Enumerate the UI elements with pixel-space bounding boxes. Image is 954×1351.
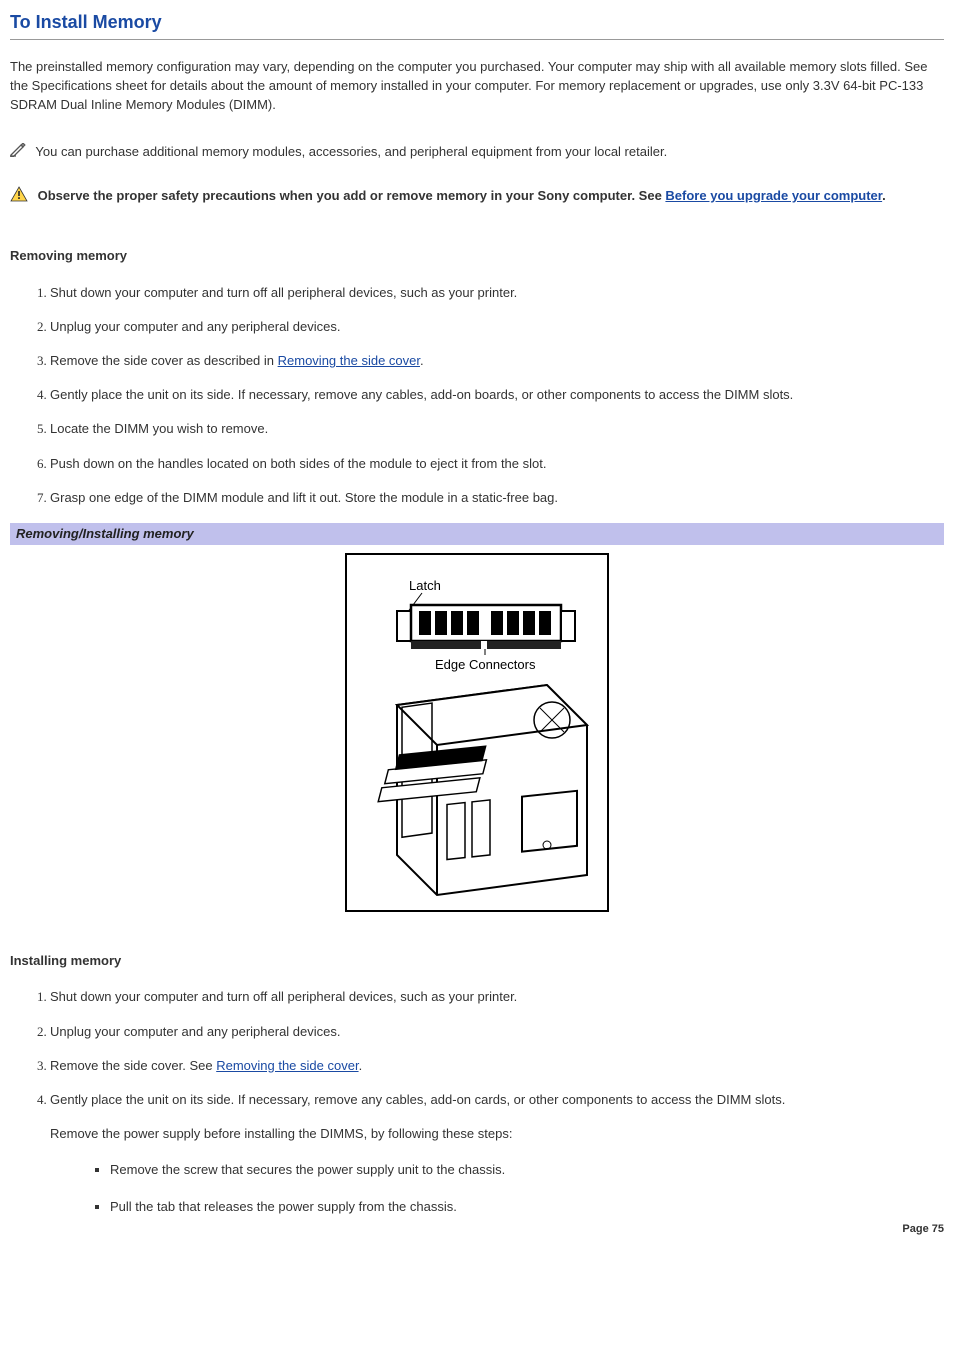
list-item: Unplug your computer and any peripheral … [50, 1023, 944, 1041]
list-item: Gently place the unit on its side. If ne… [50, 386, 944, 404]
removing-steps-list: Shut down your computer and turn off all… [10, 284, 944, 507]
installing-steps-list: Shut down your computer and turn off all… [10, 988, 944, 1215]
figure-caption-bar: Removing/Installing memory [10, 523, 944, 545]
list-item: Shut down your computer and turn off all… [50, 284, 944, 302]
list-item: Remove the screw that secures the power … [110, 1161, 944, 1179]
figure-container: Latch Edge Connectors [10, 553, 944, 912]
memory-diagram-image: Latch Edge Connectors [345, 553, 609, 912]
side-cover-link[interactable]: Removing the side cover [278, 353, 420, 368]
list-item: Gently place the unit on its side. If ne… [50, 1091, 944, 1216]
list-item: Unplug your computer and any peripheral … [50, 318, 944, 336]
warning-block: Observe the proper safety precautions wh… [10, 186, 944, 208]
latch-label: Latch [409, 578, 441, 593]
list-item: Remove the side cover as described in Re… [50, 352, 944, 370]
list-item: Shut down your computer and turn off all… [50, 988, 944, 1006]
page-number: Page 75 [10, 1222, 944, 1237]
list-item: Push down on the handles located on both… [50, 455, 944, 473]
warning-text-prefix: Observe the proper safety precautions wh… [38, 188, 666, 203]
list-item: Locate the DIMM you wish to remove. [50, 420, 944, 438]
edge-connectors-label: Edge Connectors [435, 657, 536, 672]
removing-heading: Removing memory [10, 247, 944, 265]
side-cover-link-2[interactable]: Removing the side cover [216, 1058, 358, 1073]
warning-link[interactable]: Before you upgrade your computer [665, 188, 882, 203]
list-item: Remove the side cover. See Removing the … [50, 1057, 944, 1075]
sub-bullet-list: Remove the screw that secures the power … [50, 1161, 944, 1215]
intro-paragraph: The preinstalled memory configuration ma… [10, 58, 944, 115]
note-block: You can purchase additional memory modul… [10, 143, 944, 162]
note-text: You can purchase additional memory modul… [35, 144, 667, 159]
list-item: Grasp one edge of the DIMM module and li… [50, 489, 944, 507]
list-item: Pull the tab that releases the power sup… [110, 1198, 944, 1216]
sub-paragraph: Remove the power supply before installin… [50, 1125, 944, 1143]
pencil-note-icon [10, 143, 28, 162]
page-title: To Install Memory [10, 10, 944, 40]
warning-triangle-icon [10, 186, 28, 208]
installing-heading: Installing memory [10, 952, 944, 970]
warning-text-suffix: . [882, 188, 886, 203]
